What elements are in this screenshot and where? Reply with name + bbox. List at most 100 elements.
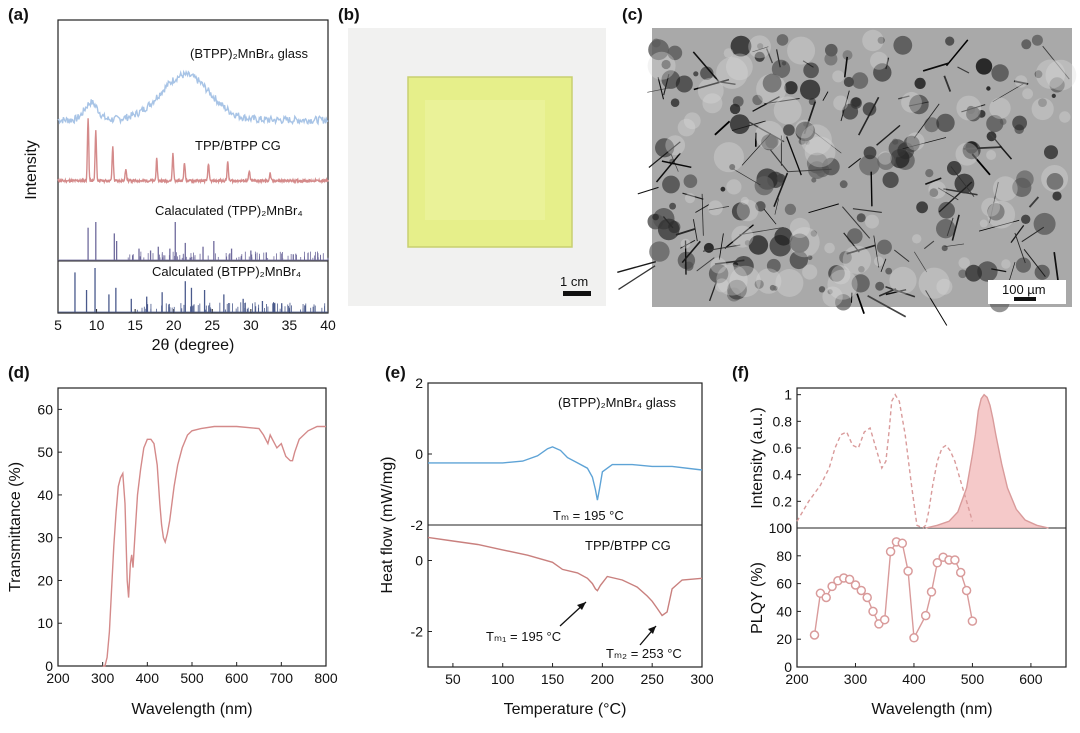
c-crystal-dark-133 bbox=[652, 214, 659, 221]
b-glass-highlight bbox=[425, 100, 545, 220]
c-crystal-needle-32 bbox=[619, 266, 656, 290]
d-series-transmittance bbox=[103, 427, 326, 667]
c-light-region-33 bbox=[684, 112, 701, 129]
c-crystal-dark-114 bbox=[783, 124, 795, 136]
f-top-ytick-label-0.2: 0.2 bbox=[773, 493, 793, 509]
a-series-cg bbox=[58, 118, 328, 182]
c-scale-label: 100 µm bbox=[1002, 282, 1046, 297]
e-top-ytick-label-2: 2 bbox=[415, 375, 423, 391]
c-light-region-24 bbox=[980, 220, 988, 228]
c-light-region-69 bbox=[805, 137, 836, 168]
c-crystal-dark-53 bbox=[785, 204, 796, 215]
c-crystal-dark-57 bbox=[733, 96, 744, 107]
c-light-region-52 bbox=[889, 267, 916, 294]
f-plqy-point-15 bbox=[898, 539, 906, 547]
c-light-region-16 bbox=[802, 264, 817, 279]
c-light-region-40 bbox=[726, 179, 741, 194]
c-crystal-dark-15 bbox=[721, 187, 726, 192]
e-xtick-label-300: 300 bbox=[690, 671, 714, 687]
d-ytick-label-50: 50 bbox=[37, 444, 53, 460]
a-xtick-label-40: 40 bbox=[320, 317, 336, 333]
c-scale-bar bbox=[1014, 297, 1036, 301]
f-bottom-ytick-label-60: 60 bbox=[776, 576, 792, 592]
c-light-region-11 bbox=[956, 96, 981, 121]
f-plqy-point-8 bbox=[857, 587, 865, 595]
c-light-region-54 bbox=[698, 78, 724, 104]
c-light-region-0 bbox=[824, 243, 835, 254]
d-ytick-label-40: 40 bbox=[37, 487, 53, 503]
c-light-region-27 bbox=[959, 257, 970, 268]
d-ytick-label-60: 60 bbox=[37, 401, 53, 417]
f-xtick-label-600: 600 bbox=[1019, 671, 1043, 687]
c-crystal-dark-145 bbox=[1021, 215, 1030, 224]
f-plqy-point-24 bbox=[957, 569, 965, 577]
c-crystal-dark-126 bbox=[936, 114, 954, 132]
panel-b-photo: 1 cm bbox=[348, 28, 606, 306]
c-light-region-49 bbox=[711, 258, 727, 274]
panel-label-c: (c) bbox=[622, 5, 643, 24]
c-crystal-dark-85 bbox=[947, 161, 961, 175]
c-crystal-dark-101 bbox=[1016, 258, 1031, 273]
e-top-ytick-label--2: -2 bbox=[411, 517, 424, 533]
c-crystal-dark-132 bbox=[803, 63, 819, 79]
d-xtick-label-500: 500 bbox=[180, 670, 204, 686]
c-light-region-37 bbox=[715, 278, 729, 292]
c-crystal-dark-140 bbox=[1021, 39, 1031, 49]
c-crystal-dark-153 bbox=[669, 203, 676, 210]
c-crystal-dark-40 bbox=[883, 172, 899, 188]
f-plqy-point-25 bbox=[963, 587, 971, 595]
a-xtick-label-10: 10 bbox=[89, 317, 105, 333]
f-top-ytick-label-0.4: 0.4 bbox=[773, 467, 793, 483]
a-xtick-label-15: 15 bbox=[127, 317, 143, 333]
c-crystal-dark-115 bbox=[824, 53, 837, 66]
c-crystal-dark-66 bbox=[784, 81, 797, 94]
c-crystal-dark-147 bbox=[662, 176, 680, 194]
e-arrowhead-tm2 bbox=[648, 626, 656, 634]
c-light-region-59 bbox=[756, 74, 786, 104]
c-crystal-dark-82 bbox=[1044, 145, 1058, 159]
a-xlabel: 2θ (degree) bbox=[152, 337, 235, 354]
panel-label-a: (a) bbox=[8, 5, 29, 24]
a-xtick-label-5: 5 bbox=[54, 317, 62, 333]
d-xtick-label-400: 400 bbox=[136, 670, 160, 686]
f-bottom-ytick-label-100: 100 bbox=[769, 520, 793, 536]
c-crystal-dark-60 bbox=[925, 169, 933, 177]
e-bottom-ytick-label-0: 0 bbox=[415, 553, 423, 569]
e-xtick-label-150: 150 bbox=[541, 671, 565, 687]
e-label-cg: TPP/BTPP CG bbox=[585, 538, 671, 553]
c-crystal-dark-23 bbox=[936, 219, 955, 238]
e-bottom-ytick-label--2: -2 bbox=[411, 624, 424, 640]
c-light-region-29 bbox=[726, 54, 753, 81]
a-series-glass bbox=[58, 72, 328, 124]
c-light-region-20 bbox=[775, 269, 803, 297]
c-crystal-dark-105 bbox=[915, 78, 926, 89]
f-xlabel: Wavelength (nm) bbox=[871, 701, 992, 718]
c-light-region-8 bbox=[795, 120, 814, 139]
c-light-region-25 bbox=[987, 201, 1015, 229]
e-xtick-label-100: 100 bbox=[491, 671, 515, 687]
c-crystal-dark-151 bbox=[852, 72, 869, 89]
c-light-region-48 bbox=[989, 98, 1010, 119]
c-light-region-63 bbox=[878, 151, 892, 165]
f-plqy-point-9 bbox=[863, 594, 871, 602]
c-light-region-31 bbox=[874, 256, 884, 266]
c-crystal-dark-86 bbox=[755, 176, 774, 195]
c-crystal-dark-63 bbox=[649, 241, 669, 261]
c-crystal-dark-152 bbox=[668, 221, 680, 233]
f-top-ytick-label-0.6: 0.6 bbox=[773, 440, 793, 456]
e-xlabel: Temperature (°C) bbox=[504, 701, 627, 718]
f-plqy-point-0 bbox=[811, 631, 819, 639]
c-light-region-60 bbox=[787, 37, 815, 65]
e-xtick-label-50: 50 bbox=[445, 671, 461, 687]
c-crystal-dark-54 bbox=[875, 282, 884, 291]
a-xtick-label-20: 20 bbox=[166, 317, 182, 333]
f-xtick-label-300: 300 bbox=[844, 671, 868, 687]
f-plqy-point-26 bbox=[968, 617, 976, 625]
c-light-region-10 bbox=[731, 226, 753, 248]
c-crystal-dark-121 bbox=[676, 76, 693, 93]
f-plqy-point-18 bbox=[922, 612, 930, 620]
c-crystal-dark-4 bbox=[1052, 191, 1061, 200]
